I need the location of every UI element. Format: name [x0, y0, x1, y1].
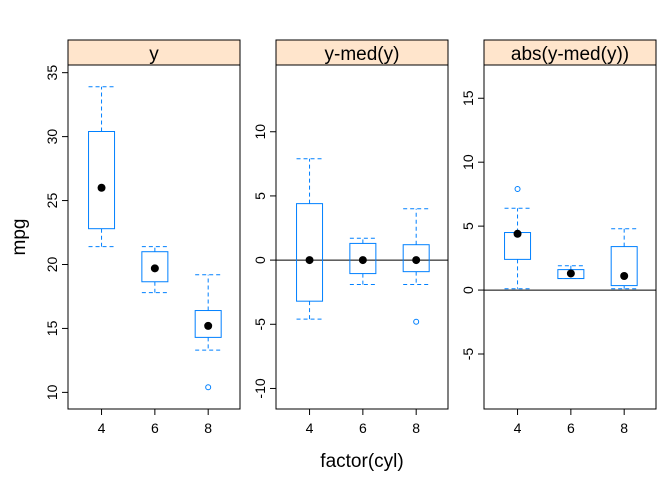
panel-strip [275, 39, 449, 66]
x-tick-label: 6 [151, 420, 159, 436]
y-tick-label: 25 [44, 193, 60, 209]
box-6 [349, 237, 377, 285]
box-body [296, 203, 324, 302]
x-tick-label: 4 [514, 420, 522, 436]
median-dot [566, 269, 575, 278]
y-tick-label: -5 [460, 348, 476, 361]
median-dot [358, 256, 367, 265]
y-tick-label: 10 [460, 154, 476, 170]
median-dot [150, 264, 159, 273]
y-tick-label: 20 [44, 256, 60, 272]
median-dot [97, 183, 106, 192]
x-tick-label: 8 [204, 420, 212, 436]
y-tick-label: -10 [252, 378, 268, 398]
panel-3: abs(y-med(y)) -5 0 5 10 15 4 6 8 [460, 39, 657, 436]
box-body [402, 244, 430, 273]
y-tick-label: 10 [252, 124, 268, 140]
x-tick-label: 4 [306, 420, 314, 436]
y-tick-label: 5 [252, 192, 268, 200]
box-4 [504, 186, 532, 290]
outlier-point [514, 186, 521, 193]
outlier-point [205, 384, 212, 391]
y-axis-title: mpg [9, 219, 30, 256]
y-tick-label: 5 [460, 222, 476, 230]
median-dot [412, 256, 421, 265]
median-dot [513, 229, 522, 238]
y-tick-label: 0 [460, 286, 476, 294]
panel-1: y 10 15 20 25 30 35 4 6 8 [44, 39, 241, 436]
panel-frame [275, 64, 449, 410]
box-body [88, 130, 116, 230]
box-6 [141, 246, 169, 294]
x-tick-label: 6 [567, 420, 575, 436]
y-tick-label: 35 [44, 65, 60, 81]
box-body [141, 251, 169, 283]
outlier-point [413, 318, 420, 325]
x-tick-label: 6 [359, 420, 367, 436]
median-dot [620, 272, 629, 281]
x-tick-label: 8 [620, 420, 628, 436]
box-6 [557, 265, 585, 280]
panel-strip [483, 39, 657, 66]
panel-strip [67, 39, 241, 66]
median-dot [305, 256, 314, 265]
box-8 [402, 208, 430, 325]
box-body [610, 246, 638, 287]
y-tick-label: 15 [460, 90, 476, 106]
panel-frame [67, 64, 241, 410]
y-tick-label: 0 [252, 256, 268, 264]
y-tick-label: 30 [44, 129, 60, 145]
box-body [194, 310, 222, 338]
y-tick-label: 15 [44, 320, 60, 336]
panel-strip-title: abs(y-med(y)) [511, 44, 629, 65]
panel-2: y-med(y) -10 -5 0 5 10 4 6 8 [252, 39, 449, 436]
x-tick-label: 8 [412, 420, 420, 436]
box-8 [194, 274, 222, 391]
box-8 [610, 228, 638, 290]
panel-strip-title: y-med(y) [325, 44, 400, 65]
median-dot [204, 321, 213, 330]
y-tick-label: 10 [44, 384, 60, 400]
x-axis-title: factor(cyl) [320, 451, 403, 472]
x-tick-label: 4 [98, 420, 106, 436]
box-body [349, 242, 377, 275]
y-tick-label: -5 [252, 318, 268, 331]
box-4 [88, 86, 116, 248]
panel-frame [483, 64, 657, 410]
box-4 [296, 158, 324, 320]
panel-strip-title: y [149, 44, 159, 65]
